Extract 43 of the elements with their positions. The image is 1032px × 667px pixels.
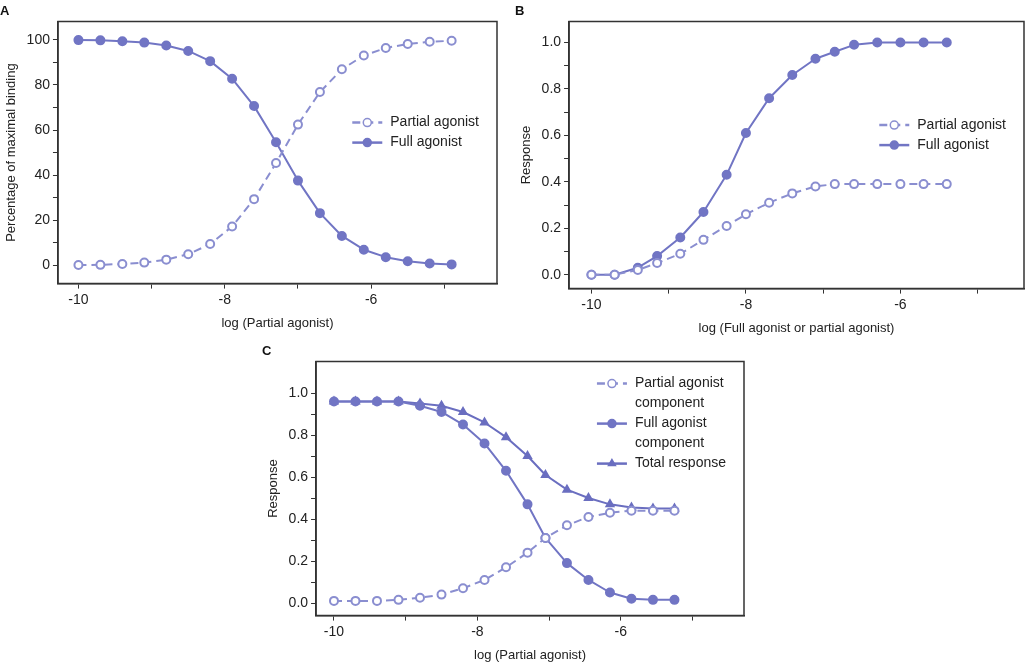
y-tick-label: 0.6 (288, 467, 309, 484)
y-tick-label: 0.0 (541, 265, 562, 282)
y-tick-label: 60 (34, 120, 51, 137)
x-tick-label: -8 (218, 290, 232, 307)
y-tick-label: 1.0 (541, 33, 562, 50)
legend-label: Full agonist component (634, 414, 707, 451)
chart-title: B (515, 3, 525, 19)
x-tick-label: -8 (471, 622, 484, 639)
y-axis-title: Response (265, 459, 281, 518)
y-tick-label: 0.0 (288, 593, 309, 610)
y-axis-title: Percentage of maximal binding (3, 63, 19, 242)
y-tick-label: 1.0 (288, 383, 309, 400)
legend-label: Partial agonist (917, 115, 1007, 132)
y-tick-label: 100 (26, 30, 51, 47)
y-tick-label: 0.8 (541, 79, 562, 96)
legend-label: Partial agonist component (634, 374, 724, 411)
y-tick-label: 0.4 (288, 509, 309, 526)
x-tick-label: -10 (323, 622, 345, 639)
legend-label: Total response (634, 454, 727, 471)
x-tick-label: -8 (739, 295, 753, 312)
chart-title: C (262, 343, 272, 359)
x-tick-label: -6 (364, 290, 378, 307)
x-axis-title: log (Full agonist or partial agonist) (698, 319, 895, 335)
legend-label: Partial agonist (390, 113, 480, 130)
y-axis-title: Response (518, 125, 534, 185)
x-tick-label: -6 (894, 295, 907, 312)
y-tick-label: 40 (34, 166, 51, 183)
y-tick-label: 0.8 (288, 425, 309, 442)
x-tick-label: -10 (581, 295, 602, 312)
legend-label: Full agonist (917, 135, 989, 152)
legend-label: Full agonist (390, 133, 462, 150)
x-tick-label: -6 (614, 622, 628, 639)
x-axis-title: log (Partial agonist) (474, 646, 587, 662)
y-tick-label: 80 (34, 75, 51, 92)
y-tick-label: 0 (42, 256, 51, 273)
y-tick-label: 20 (34, 211, 51, 228)
chart-title: A (0, 3, 10, 19)
y-tick-label: 0.6 (541, 126, 562, 143)
y-tick-label: 0.2 (288, 551, 309, 568)
x-tick-label: -10 (68, 290, 89, 307)
x-axis-title: log (Partial agonist) (221, 314, 334, 330)
y-tick-label: 0.4 (541, 172, 562, 189)
y-tick-label: 0.2 (541, 219, 562, 236)
